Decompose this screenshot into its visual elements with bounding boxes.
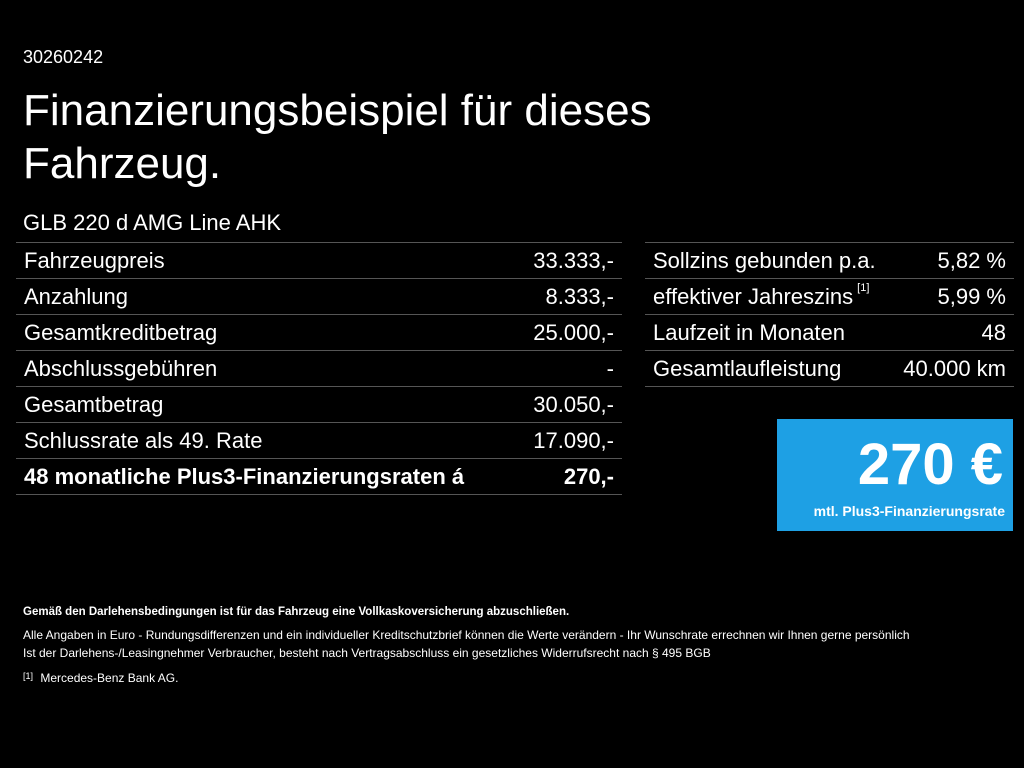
table-row: 48 monatliche Plus3-Finanzierungsraten á… [16, 459, 622, 495]
reference-mark: [1] [23, 671, 34, 681]
footnote-reference: [1] Mercedes-Benz Bank AG. [23, 671, 178, 685]
row-label-text: Gesamtlaufleistung [653, 355, 842, 381]
table-row: Anzahlung 8.333,- [16, 279, 622, 315]
row-label-text: 48 monatliche Plus3-Finanzierungsraten á [24, 463, 465, 489]
row-value: 30.050,- [533, 391, 614, 417]
table-row: Gesamtkreditbetrag 25.000,- [16, 315, 622, 351]
table-row: Sollzins gebunden p.a. 5,82 % [645, 243, 1014, 279]
reference-text: Mercedes-Benz Bank AG. [40, 671, 179, 685]
table-row: effektiver Jahreszins [1] 5,99 % [645, 279, 1014, 315]
row-label-text: Gesamtkreditbetrag [24, 319, 218, 345]
row-label: Fahrzeugpreis [24, 248, 165, 274]
row-label: Laufzeit in Monaten [653, 320, 845, 346]
monthly-rate-box: 270 € mtl. Plus3-Finanzierungsrate [777, 419, 1013, 531]
footnote-line1: Alle Angaben in Euro - Rundungsdifferenz… [23, 628, 910, 642]
row-value: 270,- [563, 463, 614, 489]
row-label: Sollzins gebunden p.a. [653, 248, 876, 274]
model-name: GLB 220 d AMG Line AHK [23, 210, 282, 235]
footnote-insurance: Gemäß den Darlehensbedingungen ist für d… [23, 606, 570, 618]
rate-label: mtl. Plus3-Finanzierungsrate [813, 503, 1005, 519]
row-value: 17.090,- [533, 427, 614, 453]
table-row: Gesamtbetrag 30.050,- [16, 387, 622, 423]
footnote-mark: [1] [857, 281, 870, 294]
row-label: Gesamtkreditbetrag [24, 320, 217, 346]
row-value: - [606, 355, 614, 381]
table-row: Laufzeit in Monaten 48 [645, 315, 1014, 351]
vehicle-code: 30260242 [23, 47, 104, 67]
row-value: 33.333,- [533, 247, 614, 273]
row-value: 25.000,- [533, 319, 614, 345]
table-row: Abschlussgebühren - [16, 351, 622, 387]
row-value: 48 [981, 319, 1006, 345]
row-label-text: Laufzeit in Monaten [653, 319, 846, 345]
table-row: Gesamtlaufleistung 40.000 km [645, 351, 1014, 387]
interest-table: Sollzins gebunden p.a. 5,82 % effektiver J… [645, 242, 1014, 387]
row-label: Abschlussgebühren [24, 356, 217, 382]
financing-table: Fahrzeugpreis 33.333,- Anzahlung 8.333,- Ges… [16, 242, 622, 495]
table-row: Schlussrate als 49. Rate 17.090,- [16, 423, 622, 459]
row-label: 48 monatliche Plus3-Finanzierungsraten á [24, 464, 464, 490]
row-label-text: Fahrzeugpreis [24, 247, 165, 273]
row-label-text: Schlussrate als 49. Rate [24, 427, 263, 453]
row-label: Schlussrate als 49. Rate [24, 428, 262, 454]
page-title: Finanzierungsbeispiel für dieses Fahrzeu… [23, 86, 652, 188]
row-label-text: Sollzins gebunden p.a. [653, 247, 876, 273]
row-label-text: Anzahlung [24, 283, 128, 309]
row-value: 40.000 km [903, 355, 1006, 381]
row-label: effektiver Jahreszins [1] [653, 281, 870, 310]
row-label-text: Abschlussgebühren [24, 355, 218, 381]
row-label: Gesamtbetrag [24, 392, 163, 418]
table-row: Fahrzeugpreis 33.333,- [16, 243, 622, 279]
row-label-text: Gesamtbetrag [24, 391, 164, 417]
footnote-line2: Ist der Darlehens-/Leasingnehmer Verbrau… [23, 646, 711, 660]
rate-amount: 270 € [857, 432, 1003, 497]
row-label: Gesamtlaufleistung [653, 356, 841, 382]
row-value: 8.333,- [545, 283, 615, 309]
row-label-text: effektiver Jahreszins [653, 283, 854, 309]
row-label: Anzahlung [24, 284, 128, 310]
row-value: 5,82 % [937, 247, 1007, 273]
row-value: 5,99 % [937, 283, 1007, 309]
